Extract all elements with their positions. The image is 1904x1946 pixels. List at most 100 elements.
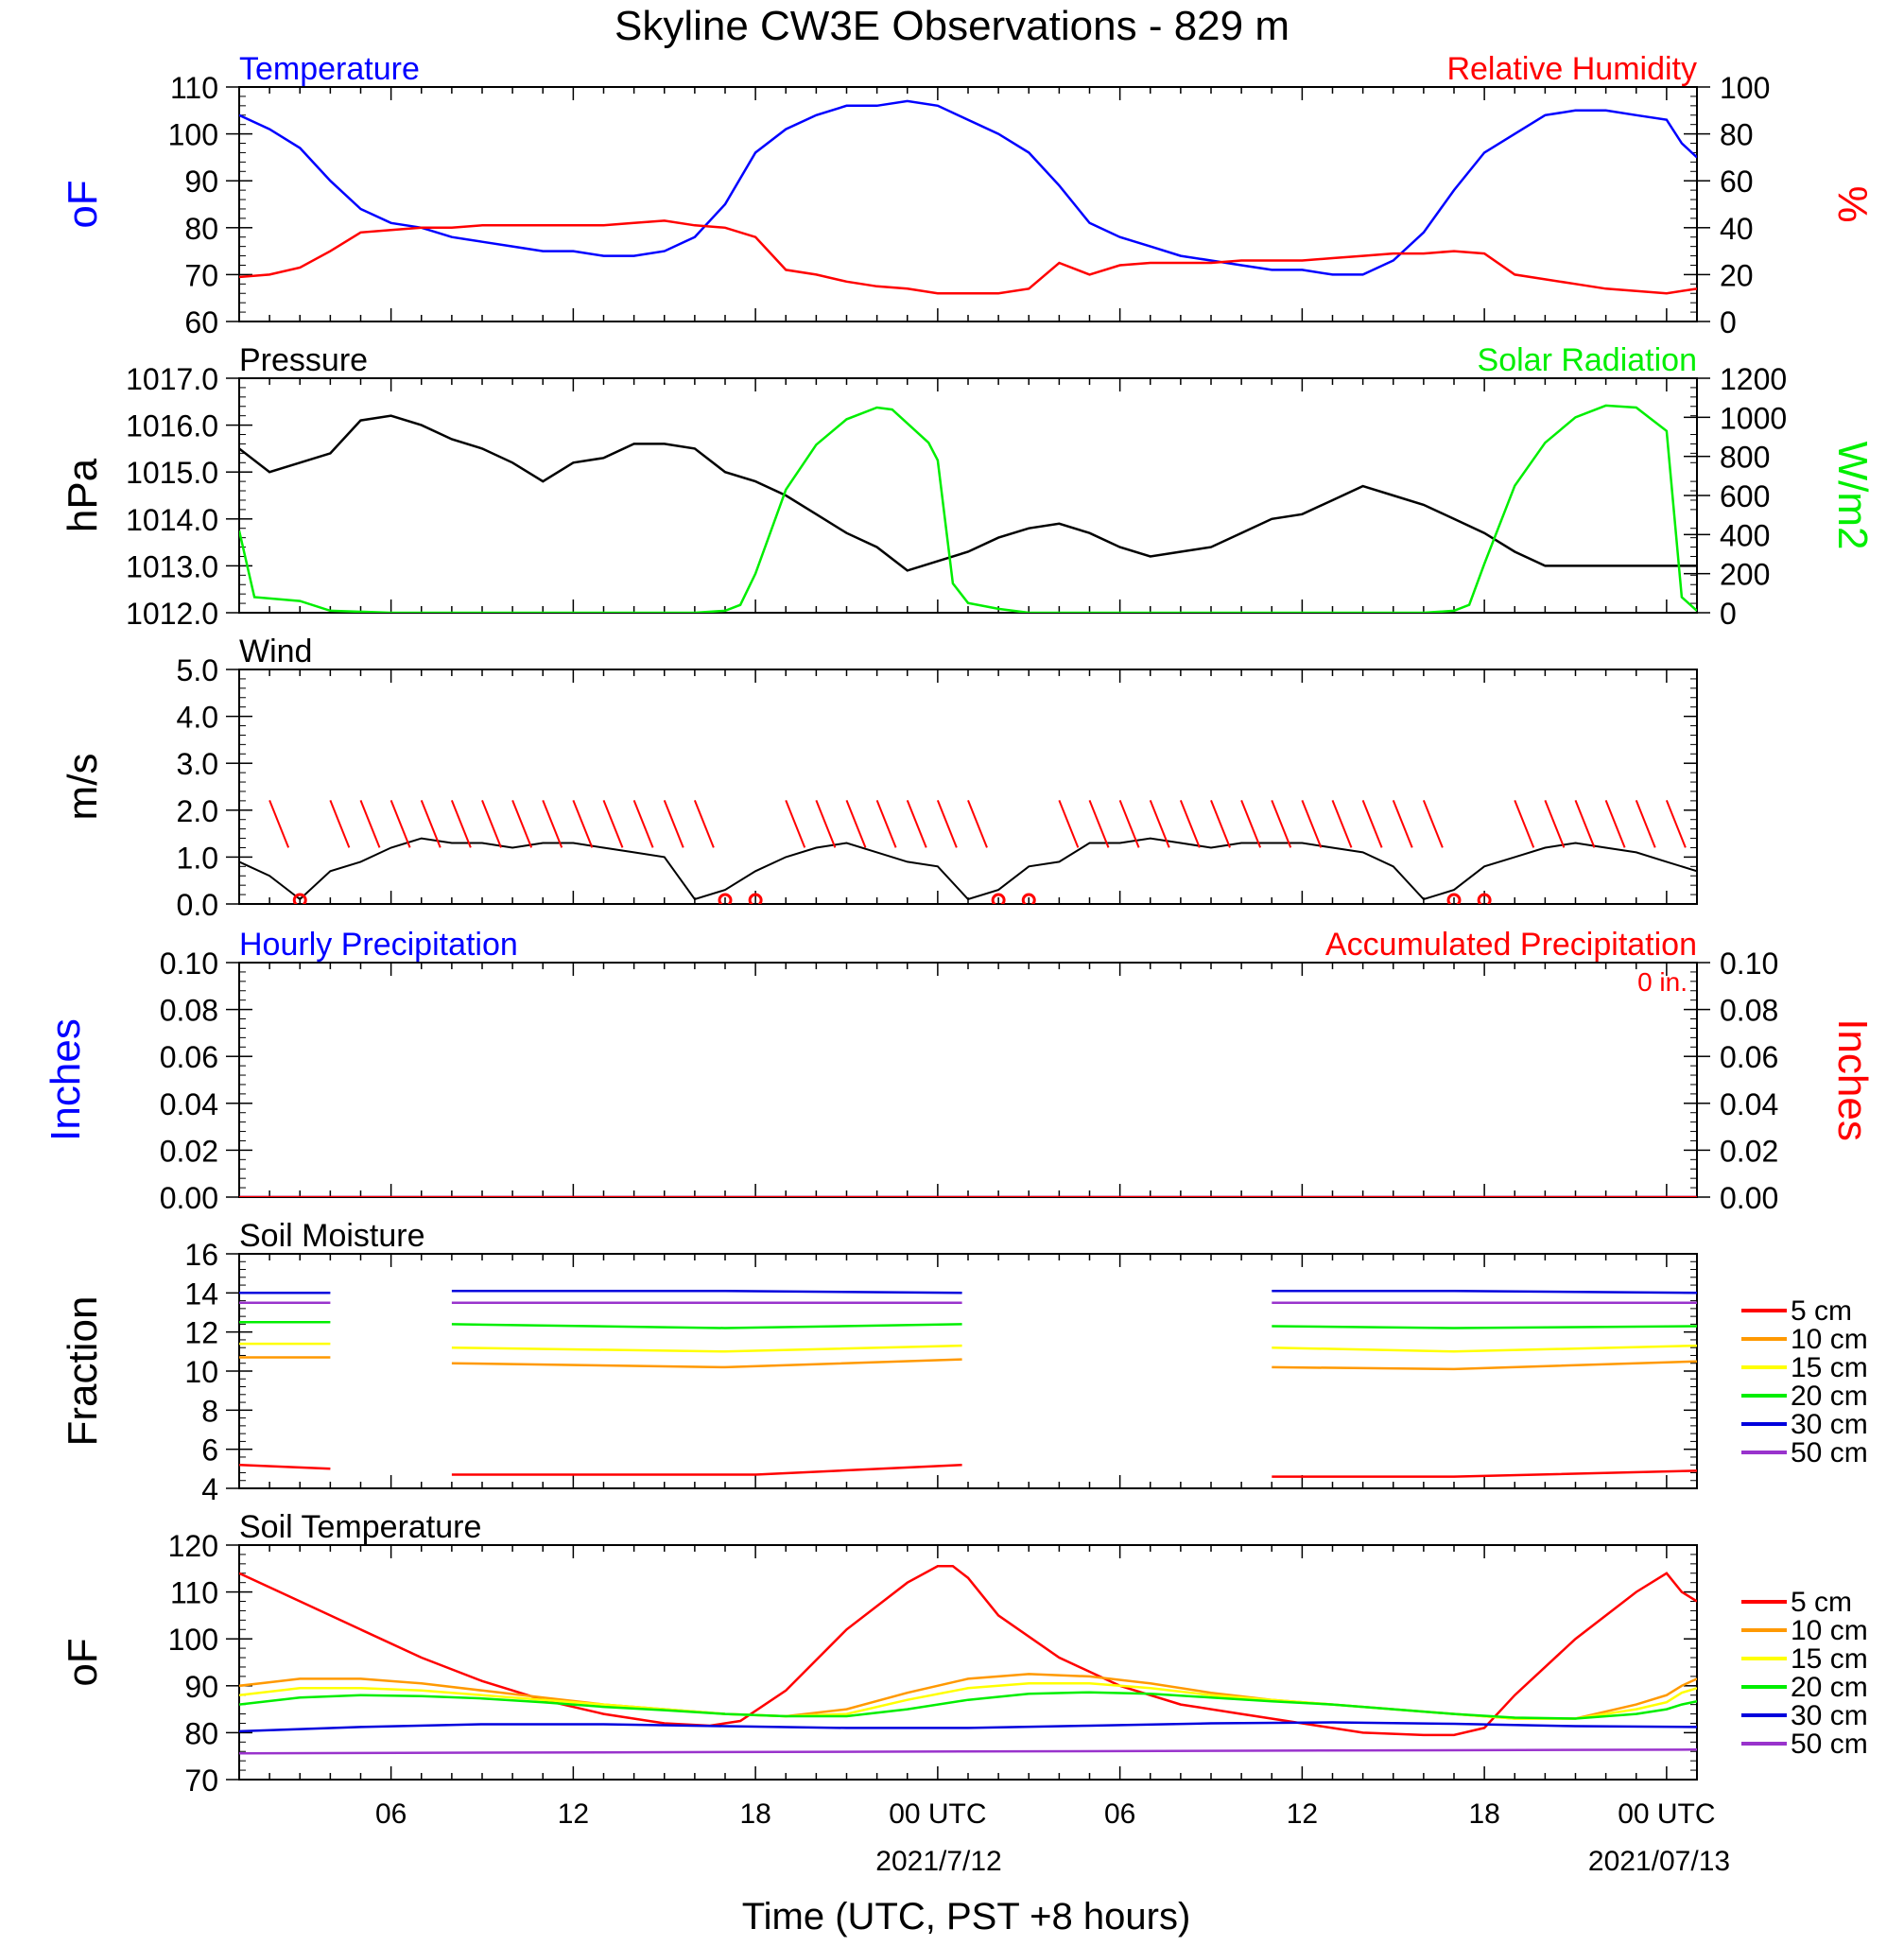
- y-tick-label-right: 1200: [1720, 362, 1787, 396]
- panel-wind: 5.0 4.0 3.0 2.0 1.0 0.0 Wind m/s: [60, 634, 1698, 922]
- accum-precip-value: 0 in.: [1637, 967, 1688, 997]
- calm-wind-marker: [1021, 893, 1036, 904]
- x-axis-date-1: 2021/7/12: [875, 1846, 1001, 1877]
- panel-title-right: Accumulated Precipitation: [1325, 927, 1697, 963]
- panel-title-left: Temperature: [239, 51, 420, 87]
- y-tick-label-left: 8: [201, 1394, 218, 1428]
- series-line-relative-humidity: [239, 219, 1697, 295]
- y-tick-label-left: 90: [184, 1670, 218, 1704]
- y-axis-title-right: Inches: [1829, 1018, 1876, 1141]
- y-tick-label-left: 4: [201, 1472, 218, 1506]
- legend-label: 50 cm: [1791, 1729, 1868, 1760]
- wind-barb: [1149, 800, 1170, 848]
- wind-barb: [906, 800, 927, 848]
- y-tick-label-left: 3.0: [177, 747, 218, 781]
- y-tick-label-left: 1.0: [177, 841, 218, 875]
- y-tick-label-left: 12: [184, 1316, 218, 1350]
- y-tick-label-left: 1012.0: [126, 597, 218, 631]
- y-tick-label-right: 0.02: [1720, 1134, 1778, 1168]
- legend-label: 5 cm: [1791, 1587, 1852, 1618]
- x-axis-title: Time (UTC, PST +8 hours): [742, 1896, 1191, 1937]
- y-tick-label-left: 110: [170, 1576, 218, 1610]
- series-line-wind: [239, 837, 1697, 901]
- wind-barb: [1301, 800, 1323, 848]
- y-tick-label-left: 80: [184, 212, 218, 246]
- legend-label: 15 cm: [1791, 1643, 1868, 1675]
- wind-barb: [1058, 800, 1080, 848]
- y-tick-label-right: 60: [1720, 165, 1754, 199]
- wind-barb: [1271, 800, 1292, 848]
- y-tick-label-right: 400: [1720, 518, 1770, 552]
- y-tick-label-left: 0.08: [160, 994, 218, 1028]
- wind-barb: [1240, 800, 1262, 848]
- y-tick-label-left: 100: [168, 118, 218, 152]
- y-tick-label-left: 0.10: [160, 947, 218, 981]
- wind-barb: [632, 800, 654, 848]
- y-tick-label-right: 800: [1720, 441, 1770, 475]
- panel-precip: 0.10 0.08 0.06 0.04 0.02 0.00 0.10 0.08 0.06 0.04…: [43, 927, 1876, 1215]
- wind-barb: [329, 800, 351, 848]
- series-layer: [239, 99, 1697, 295]
- panel-frame: [238, 1253, 1698, 1489]
- series-layer: [239, 800, 1697, 904]
- y-tick-label-left: 1015.0: [126, 456, 218, 490]
- y-tick-label-right: 20: [1720, 258, 1754, 292]
- legend-label: 10 cm: [1791, 1324, 1868, 1355]
- panel-frame: [238, 86, 1698, 322]
- y-axis-title-left: Inches: [43, 1018, 89, 1141]
- y-tick-label-left: 14: [184, 1277, 218, 1311]
- y-axis-title-left: m/s: [60, 754, 106, 821]
- wind-barb: [1604, 800, 1626, 848]
- panel-pressure_solar: 1017.0 1016.0 1015.0 1014.0 1013.0 1012.0 1200…: [60, 342, 1876, 631]
- y-tick-label-left: 1013.0: [126, 549, 218, 583]
- y-tick-label-left: 0.06: [160, 1040, 218, 1074]
- wind-barb: [663, 800, 684, 848]
- y-tick-label-right: 0.06: [1720, 1040, 1778, 1074]
- legend-label: 5 cm: [1791, 1295, 1852, 1327]
- y-tick-label-right: 40: [1720, 212, 1754, 246]
- y-tick-label-right: 0.10: [1720, 947, 1778, 981]
- y-tick-label-left: 110: [170, 71, 218, 105]
- calm-wind-marker: [748, 893, 763, 904]
- wind-barb: [845, 800, 867, 848]
- series-line-20cm: [239, 1691, 1697, 1720]
- y-tick-label-left: 1016.0: [126, 409, 218, 443]
- wind-barb: [967, 800, 988, 848]
- panel-title-right: Solar Radiation: [1478, 342, 1697, 378]
- wind-barb: [693, 800, 715, 848]
- series-layer: [239, 404, 1697, 613]
- y-tick-label-left: 60: [184, 305, 218, 339]
- wind-barb: [1574, 800, 1596, 848]
- series-line-temperature: [239, 99, 1697, 276]
- panel-temp_rh: 110 100 90 80 70 60 100 80 60 40 20 0 Temperature Rel…: [60, 51, 1876, 339]
- y-tick-label-right: 200: [1720, 558, 1770, 592]
- series-line-5cm: [451, 1463, 962, 1476]
- calm-wind-marker: [292, 893, 307, 904]
- y-tick-label-left: 4.0: [177, 701, 218, 735]
- wind-barb: [511, 800, 533, 848]
- panel-title-left: Hourly Precipitation: [239, 927, 518, 963]
- wind-barb: [1514, 800, 1535, 848]
- y-axis-title-left: hPa: [60, 458, 106, 532]
- wind-barb: [875, 800, 897, 848]
- x-tick-label: 12: [558, 1798, 589, 1830]
- y-tick-label-right: 0: [1720, 597, 1737, 631]
- series-line-solar-radiation: [239, 404, 1697, 613]
- panel-soil_temp: 120 110 100 90 80 70 Soil Temperature oF 5 cm10 …: [60, 1509, 1868, 1830]
- y-axis-title-right: %: [1829, 185, 1876, 222]
- wind-barb: [542, 800, 563, 848]
- series-line-10cm: [1272, 1360, 1697, 1371]
- y-tick-label-left: 6: [201, 1433, 218, 1468]
- y-tick-label-right: 600: [1720, 479, 1770, 513]
- series-line-10cm: [451, 1358, 962, 1369]
- wind-barb: [1210, 800, 1231, 848]
- y-tick-label-left: 90: [184, 165, 218, 199]
- legend-label: 20 cm: [1791, 1672, 1868, 1703]
- wind-barb: [1331, 800, 1353, 848]
- legend-label: 50 cm: [1791, 1437, 1868, 1468]
- y-tick-label-left: 120: [168, 1529, 218, 1563]
- y-tick-label-right: 0.08: [1720, 994, 1778, 1028]
